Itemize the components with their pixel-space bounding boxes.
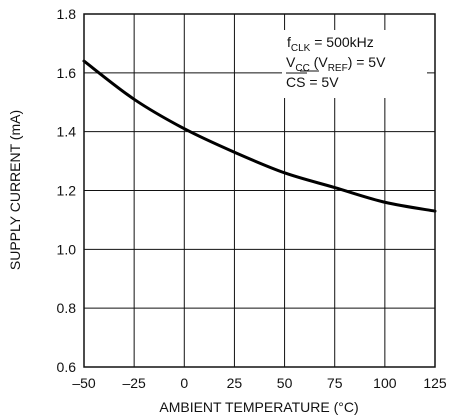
x-tick-label: 100: [373, 375, 397, 391]
annotation-line-fclk: fCLK = 500kHz: [287, 34, 374, 54]
annotation-vref-value: ) = 5V: [348, 54, 386, 70]
annotation-fclk-subscript: CLK: [291, 43, 311, 54]
series-line: [82, 59, 437, 213]
tick-labels: –50 –25 0 25 50 75 100 125 0.6 0.8 1.0 1.2 1.4 1.6 1.8: [57, 6, 447, 391]
annotation-line-cs: CS = 5V: [286, 74, 339, 90]
y-axis-label: SUPPLY CURRENT (mA): [7, 110, 23, 270]
annotation-box: fCLK = 500kHz VCC (VREF) = 5V CS = 5V: [282, 30, 427, 98]
x-tick-label: –50: [72, 375, 96, 391]
annotation-vref-subscript: REF: [328, 63, 348, 74]
y-tick-label: 0.6: [57, 359, 77, 375]
x-tick-label: 50: [277, 375, 293, 391]
annotation-vcc-symbol: V: [286, 54, 296, 70]
plot-frame: [83, 13, 436, 368]
x-tick-label: 75: [327, 375, 343, 391]
x-tick-label: –25: [122, 375, 146, 391]
annotation-line-vcc: VCC (VREF) = 5V: [286, 54, 386, 74]
x-axis-label: AMBIENT TEMPERATURE (°C): [159, 399, 358, 415]
frame: [83, 13, 436, 368]
y-tick-label: 1.0: [57, 241, 77, 257]
annotation-fclk-symbol: f: [287, 34, 291, 50]
annotation-fclk-value: = 500kHz: [310, 34, 373, 50]
y-tick-label: 0.8: [57, 300, 77, 316]
x-tick-label: 125: [423, 375, 447, 391]
annotation-cs-symbol: CS: [286, 74, 305, 90]
annotation-background: [282, 30, 427, 98]
y-tick-label: 1.2: [57, 183, 77, 199]
y-tick-label: 1.4: [57, 124, 77, 140]
y-tick-label: 1.8: [57, 6, 77, 22]
annotation-cs-value: = 5V: [305, 74, 339, 90]
y-tick-label: 1.6: [57, 65, 77, 81]
annotation-vref-open: (V: [310, 54, 329, 70]
x-tick-label: 25: [227, 375, 243, 391]
annotation-vcc-subscript: CC: [295, 63, 309, 74]
plot-area: [82, 59, 437, 213]
x-tick-label: 0: [180, 375, 188, 391]
